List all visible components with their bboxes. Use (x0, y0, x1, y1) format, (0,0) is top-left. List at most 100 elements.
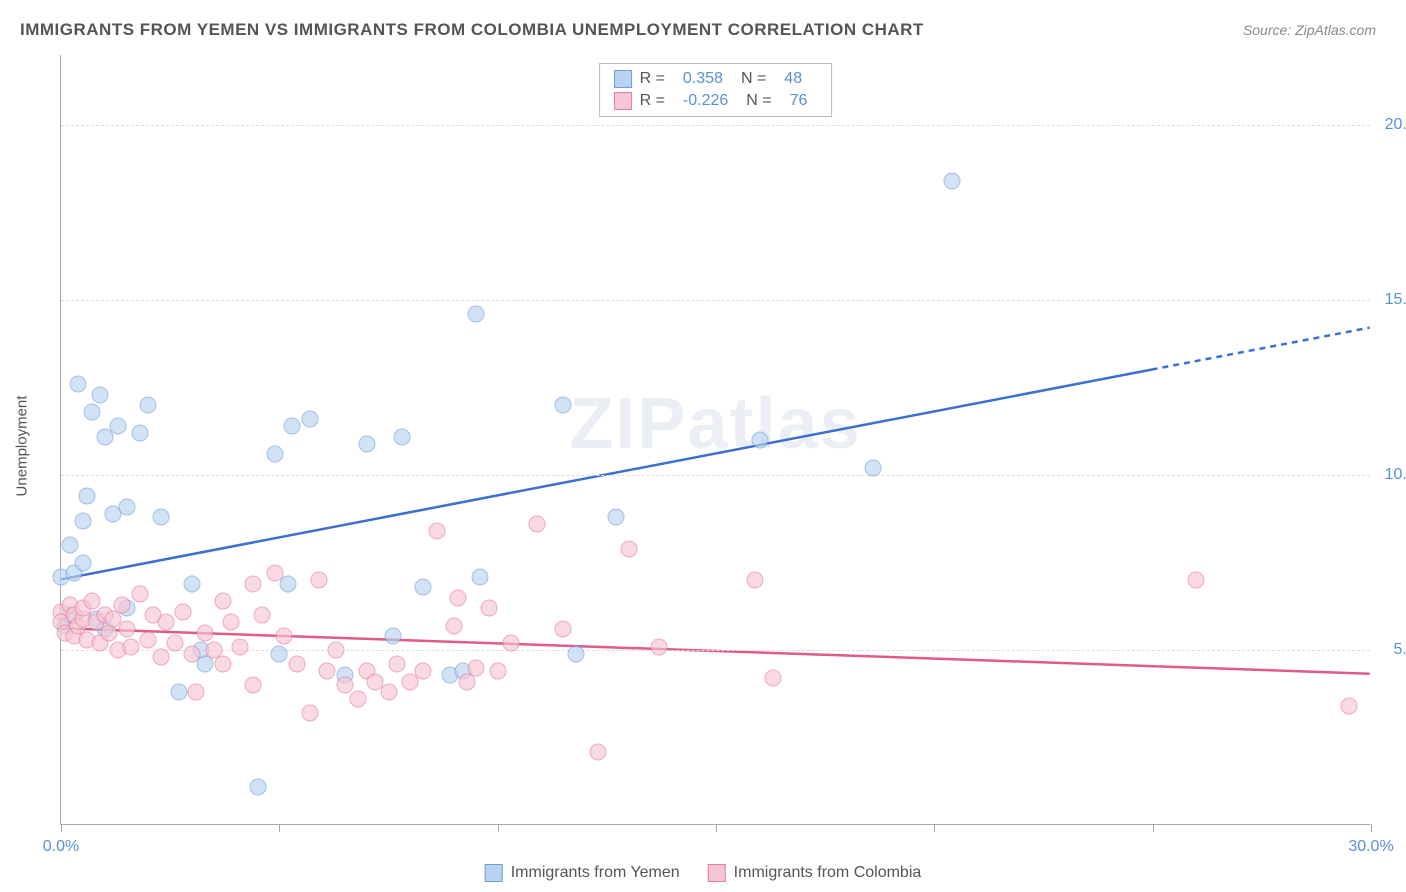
scatter-point (415, 663, 432, 680)
scatter-point (751, 432, 768, 449)
scatter-point (301, 411, 318, 428)
y-tick-label: 10.0% (1375, 466, 1406, 484)
chart-title: IMMIGRANTS FROM YEMEN VS IMMIGRANTS FROM… (20, 20, 924, 40)
y-tick-label: 20.0% (1375, 116, 1406, 134)
scatter-point (214, 656, 231, 673)
scatter-point (157, 614, 174, 631)
y-axis-label: Unemployment (14, 396, 31, 497)
gridline (61, 125, 1370, 126)
swatch-yemen (614, 70, 632, 88)
scatter-point (140, 397, 157, 414)
x-tick (716, 824, 717, 832)
y-tick-label: 15.0% (1375, 291, 1406, 309)
legend-label-yemen: Immigrants from Yemen (511, 864, 680, 882)
scatter-point (245, 575, 262, 592)
scatter-point (114, 596, 131, 613)
scatter-point (607, 509, 624, 526)
scatter-point (389, 656, 406, 673)
scatter-point (223, 614, 240, 631)
scatter-point (943, 173, 960, 190)
stats-row-colombia: R = -0.226 N = 76 (614, 90, 818, 112)
x-tick (61, 824, 62, 832)
r-value-colombia: -0.226 (673, 92, 738, 110)
scatter-point (301, 705, 318, 722)
trend-line (1152, 328, 1370, 370)
scatter-point (232, 638, 249, 655)
x-tick-label: 0.0% (43, 838, 79, 856)
r-label: R = (640, 70, 665, 88)
scatter-point (184, 575, 201, 592)
scatter-point (166, 635, 183, 652)
source-label: Source: ZipAtlas.com (1243, 22, 1376, 38)
scatter-point (380, 684, 397, 701)
scatter-point (319, 663, 336, 680)
scatter-point (1341, 698, 1358, 715)
scatter-point (284, 418, 301, 435)
scatter-point (131, 586, 148, 603)
scatter-point (528, 516, 545, 533)
scatter-point (70, 376, 87, 393)
scatter-point (336, 677, 353, 694)
scatter-point (266, 446, 283, 463)
scatter-point (118, 498, 135, 515)
n-label: N = (741, 70, 766, 88)
scatter-point (271, 645, 288, 662)
n-value-yemen: 48 (774, 70, 812, 88)
x-tick-label: 30.0% (1348, 838, 1393, 856)
scatter-point (266, 565, 283, 582)
scatter-point (197, 624, 214, 641)
swatch-yemen (485, 864, 503, 882)
stats-row-yemen: R = 0.358 N = 48 (614, 68, 818, 90)
y-tick-label: 5.0% (1375, 641, 1406, 659)
scatter-point (61, 537, 78, 554)
scatter-point (118, 621, 135, 638)
r-value-yemen: 0.358 (673, 70, 733, 88)
x-tick (1371, 824, 1372, 832)
scatter-point (502, 635, 519, 652)
scatter-point (865, 460, 882, 477)
scatter-point (415, 579, 432, 596)
scatter-point (358, 435, 375, 452)
scatter-point (489, 663, 506, 680)
scatter-point (83, 404, 100, 421)
x-tick (279, 824, 280, 832)
scatter-point (74, 512, 91, 529)
scatter-point (568, 645, 585, 662)
legend-item-colombia: Immigrants from Colombia (708, 864, 922, 882)
scatter-point (184, 645, 201, 662)
scatter-point (249, 778, 266, 795)
legend-item-yemen: Immigrants from Yemen (485, 864, 680, 882)
swatch-colombia (614, 92, 632, 110)
scatter-point (74, 554, 91, 571)
scatter-point (153, 509, 170, 526)
n-value-colombia: 76 (780, 92, 818, 110)
scatter-point (288, 656, 305, 673)
scatter-point (245, 677, 262, 694)
scatter-point (384, 628, 401, 645)
scatter-point (467, 659, 484, 676)
scatter-point (253, 607, 270, 624)
scatter-point (328, 642, 345, 659)
correlation-stats-box: R = 0.358 N = 48 R = -0.226 N = 76 (599, 63, 833, 117)
scatter-point (153, 649, 170, 666)
scatter-point (428, 523, 445, 540)
scatter-point (590, 743, 607, 760)
plot-area: ZIPatlas R = 0.358 N = 48 R = -0.226 N =… (60, 55, 1370, 825)
x-tick (934, 824, 935, 832)
scatter-point (472, 568, 489, 585)
scatter-point (555, 397, 572, 414)
scatter-point (651, 638, 668, 655)
scatter-point (620, 540, 637, 557)
gridline (61, 300, 1370, 301)
x-tick (498, 824, 499, 832)
scatter-point (446, 617, 463, 634)
gridline (61, 475, 1370, 476)
legend: Immigrants from Yemen Immigrants from Co… (477, 862, 930, 884)
scatter-point (310, 572, 327, 589)
x-tick (1153, 824, 1154, 832)
scatter-point (480, 600, 497, 617)
scatter-point (131, 425, 148, 442)
legend-label-colombia: Immigrants from Colombia (734, 864, 922, 882)
scatter-point (214, 593, 231, 610)
scatter-point (1188, 572, 1205, 589)
